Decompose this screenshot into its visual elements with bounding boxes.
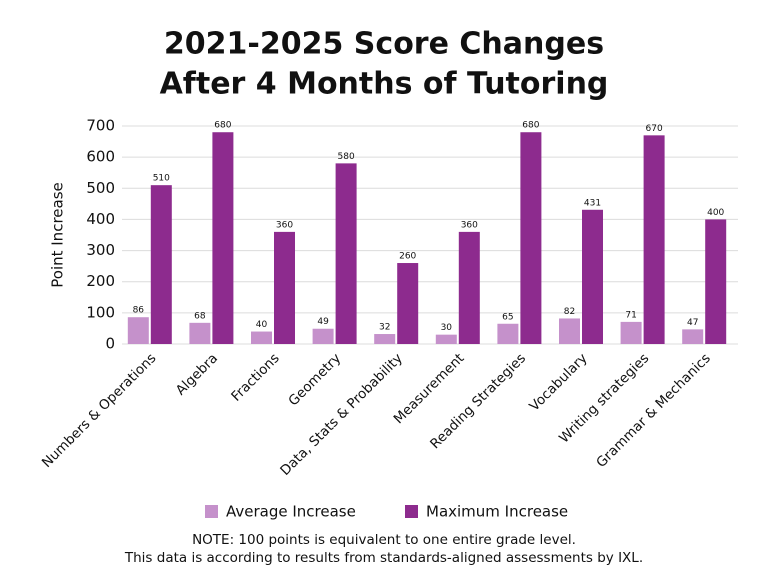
value-label: 82 <box>564 307 575 317</box>
x-tick-label: Numbers & Operations <box>39 350 160 471</box>
value-label: 260 <box>399 252 416 262</box>
value-label: 680 <box>522 121 539 131</box>
y-tick-label: 500 <box>86 179 115 197</box>
value-label: 580 <box>338 152 355 162</box>
value-label: 86 <box>133 306 145 316</box>
bar <box>582 209 603 344</box>
bar <box>682 329 704 344</box>
bar <box>705 219 727 344</box>
x-tick-label: Vocabulary <box>526 350 590 414</box>
y-tick-label: 300 <box>86 241 115 259</box>
bar <box>435 334 457 344</box>
value-label: 670 <box>646 124 663 134</box>
y-tick-label: 200 <box>86 272 115 290</box>
value-label: 400 <box>707 208 724 218</box>
legend-label: Maximum Increase <box>426 503 568 521</box>
bar <box>458 231 480 344</box>
note: NOTE: 100 points is equivalent to one en… <box>192 532 576 548</box>
value-label: 30 <box>441 323 453 333</box>
bar <box>150 185 172 344</box>
bar <box>520 132 542 344</box>
bar <box>274 231 295 344</box>
value-label: 49 <box>317 317 329 327</box>
bar <box>212 132 234 344</box>
legend-label: Average Increase <box>226 503 356 521</box>
bar <box>335 163 357 344</box>
x-tick-label: Fractions <box>228 350 282 404</box>
chart-title: 2021-2025 Score Changes <box>164 27 604 62</box>
note: This data is according to results from s… <box>124 550 643 566</box>
value-label: 68 <box>194 311 206 321</box>
value-label: 360 <box>461 220 478 230</box>
y-tick-label: 100 <box>86 303 115 321</box>
y-tick-label: 0 <box>105 335 115 353</box>
legend-swatch <box>405 505 418 518</box>
value-label: 32 <box>379 323 390 333</box>
chart-title: After 4 Months of Tutoring <box>160 67 609 102</box>
x-tick-label: Geometry <box>285 350 344 409</box>
bar <box>643 135 665 344</box>
bar <box>189 322 211 344</box>
value-label: 71 <box>625 310 636 320</box>
x-tick-label: Algebra <box>173 350 221 398</box>
bar <box>312 328 334 344</box>
x-tick-label: Data, Stats & Probability <box>277 350 406 479</box>
y-axis-label: Point Increase <box>49 182 67 288</box>
bar <box>251 331 272 344</box>
value-label: 40 <box>256 320 268 330</box>
bar <box>127 317 149 344</box>
value-label: 65 <box>502 312 513 322</box>
legend-swatch <box>205 505 218 518</box>
value-label: 431 <box>584 198 601 208</box>
y-tick-label: 600 <box>86 148 115 166</box>
bar <box>620 321 642 344</box>
value-label: 680 <box>214 121 231 131</box>
bar <box>374 334 396 344</box>
y-tick-label: 400 <box>86 210 115 228</box>
bar <box>497 323 519 344</box>
bar <box>397 263 419 344</box>
y-tick-label: 700 <box>86 117 115 135</box>
bar <box>559 318 580 344</box>
value-label: 510 <box>153 174 170 184</box>
x-tick-label: Grammar & Mechanics <box>593 350 714 471</box>
value-label: 360 <box>276 220 293 230</box>
value-label: 47 <box>687 318 698 328</box>
